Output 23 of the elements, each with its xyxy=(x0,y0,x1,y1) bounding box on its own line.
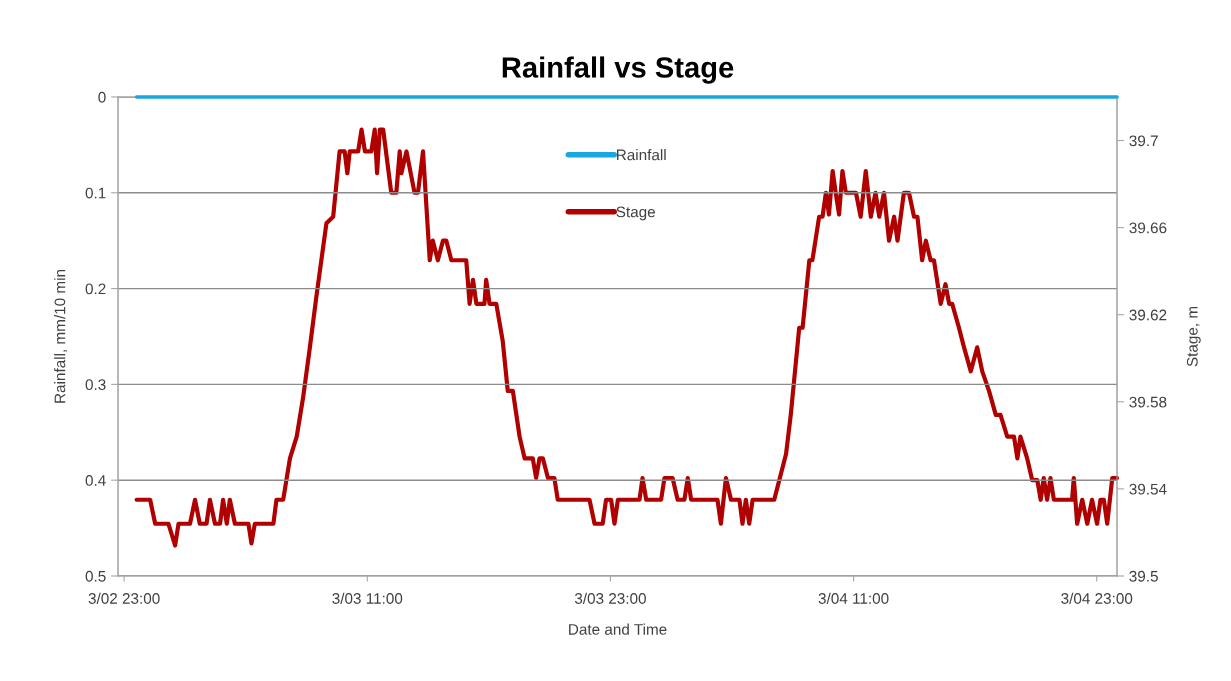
y-tick-label: 0.2 xyxy=(85,283,106,295)
y-tick-label: 0.1 xyxy=(85,187,106,199)
y2-tick-label: 39.7 xyxy=(1129,135,1158,147)
y2-tick-label: 39.66 xyxy=(1129,222,1167,234)
x-tick-label: 3/02 23:00 xyxy=(88,592,160,604)
chart-title: Rainfall vs Stage xyxy=(502,56,734,84)
y2-tick-label: 39.58 xyxy=(1129,396,1167,408)
x-tick-label: 3/03 11:00 xyxy=(332,592,403,604)
x-tick-label: 3/03 23:00 xyxy=(574,592,646,604)
y-axis-title: Rainfall, mm/10 min xyxy=(54,269,68,403)
x-tick-label: 3/04 11:00 xyxy=(818,592,889,604)
legend-label: Rainfall xyxy=(616,149,666,161)
y-tick-label: 0 xyxy=(98,91,106,103)
y-tick-label: 0.3 xyxy=(85,379,106,391)
y2-tick-label: 39.5 xyxy=(1129,570,1158,582)
y2-tick-label: 39.62 xyxy=(1129,309,1167,321)
y2-axis-title: Stage, m xyxy=(1186,306,1201,367)
y-tick-label: 0.5 xyxy=(85,570,106,582)
y-tick-label: 0.4 xyxy=(85,475,106,486)
y2-tick-label: 39.54 xyxy=(1129,483,1167,495)
x-axis-title: Date and Time xyxy=(569,623,667,635)
x-tick-label: 3/04 23:00 xyxy=(1061,592,1133,604)
legend-label: Stage xyxy=(616,206,655,221)
